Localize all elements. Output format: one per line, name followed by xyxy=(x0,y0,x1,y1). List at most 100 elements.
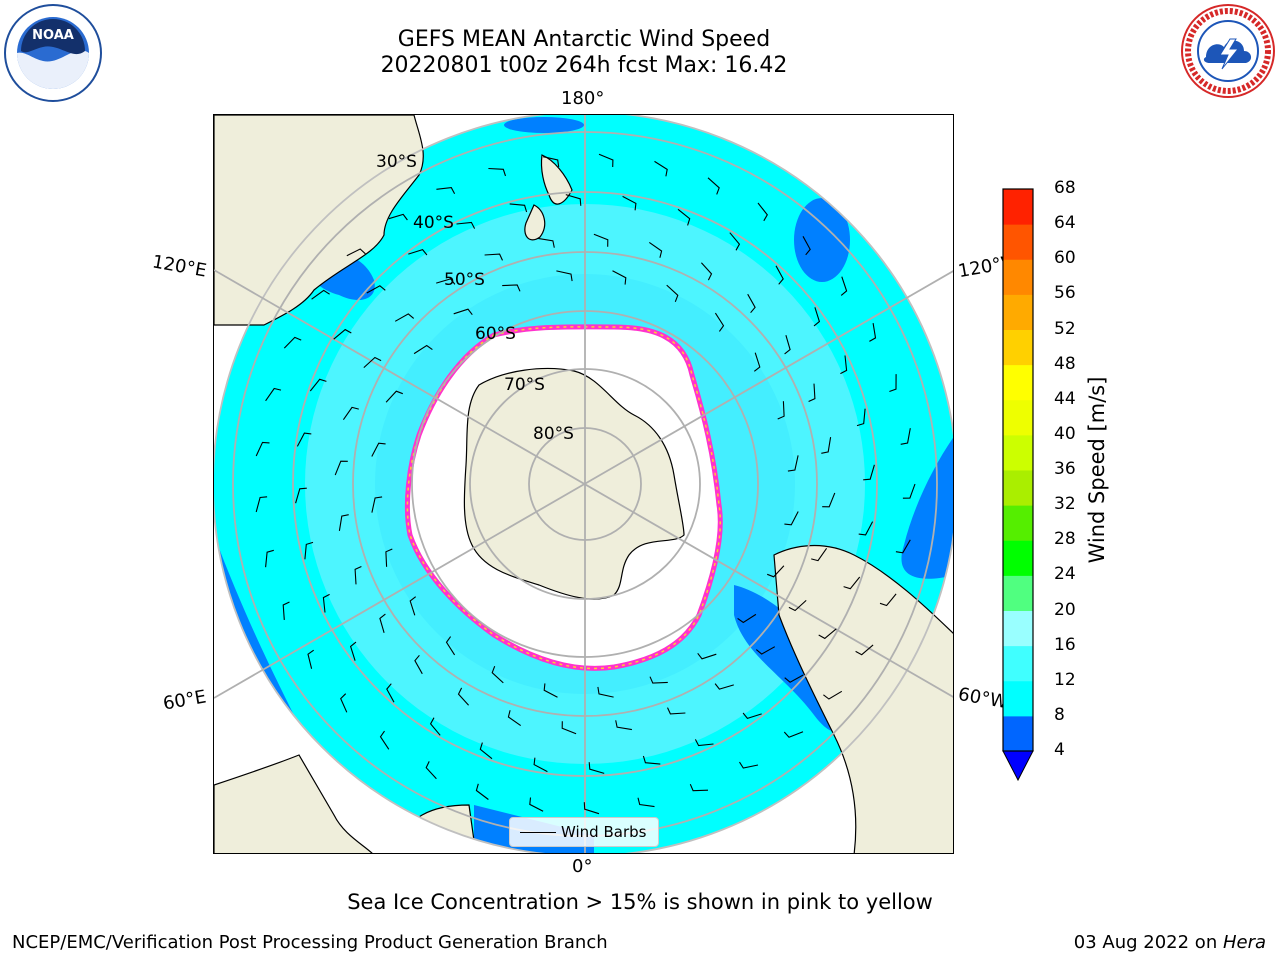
colorbar-segment xyxy=(1003,645,1033,682)
wind-barb xyxy=(533,757,548,773)
footer-left: NCEP/EMC/Verification Post Processing Pr… xyxy=(12,932,608,953)
wind-barb xyxy=(349,641,357,661)
wind-barb xyxy=(556,270,573,282)
wind-barb xyxy=(386,683,395,703)
lat-label-80s: 80°S xyxy=(533,424,574,444)
wind-barb xyxy=(296,432,312,447)
wind-barb xyxy=(822,492,836,508)
wind-barb xyxy=(802,236,811,256)
wind-barb xyxy=(379,730,390,750)
wind-barb xyxy=(385,548,393,567)
wind-barb xyxy=(729,232,741,251)
wind-barb xyxy=(457,687,470,706)
wind-barb xyxy=(775,265,784,285)
wind-barb xyxy=(840,355,848,375)
footer-right: 03 Aug 2022 on Hera xyxy=(1074,932,1266,953)
colorbar-tick-label: 16 xyxy=(1054,634,1076,655)
wind-barb xyxy=(714,312,725,332)
wind-barb xyxy=(453,308,473,316)
wind-barb xyxy=(777,401,785,420)
polar-map xyxy=(214,115,953,853)
wind-barb xyxy=(445,636,456,656)
wind-barb xyxy=(753,352,761,372)
wind-barb xyxy=(889,374,897,393)
lon-label-180: 180° xyxy=(561,88,605,109)
wind-barb xyxy=(654,160,668,177)
nws-logo xyxy=(1181,4,1275,98)
wind-barb xyxy=(255,441,270,457)
wind-barb xyxy=(283,336,302,349)
noaa-logo-text: NOAA xyxy=(32,28,74,43)
colorbar-tick-label: 64 xyxy=(1054,213,1076,234)
wind-barb xyxy=(869,323,877,342)
wind-barb xyxy=(304,541,314,560)
wind-barb xyxy=(648,241,663,258)
wind-barb xyxy=(583,802,600,815)
wind-barb xyxy=(694,739,714,747)
colorbar-segment xyxy=(1003,715,1033,752)
colorbar-tick-label: 60 xyxy=(1054,248,1076,269)
wind-barb xyxy=(666,284,679,302)
colorbar-tick-label: 40 xyxy=(1054,423,1076,444)
wind-barb xyxy=(895,539,911,554)
colorbar-segment xyxy=(1003,329,1033,366)
wind-barb xyxy=(394,313,415,322)
wind-barb xyxy=(340,693,348,713)
wind-barb xyxy=(309,378,327,392)
wind-barb xyxy=(542,156,560,167)
legend-label: Wind Barbs xyxy=(561,823,647,841)
wind-barb xyxy=(475,783,489,800)
lat-label-40s: 40°S xyxy=(413,213,454,233)
wind-barb xyxy=(843,576,861,590)
wind-barb xyxy=(538,237,555,248)
footer-date: 03 Aug 2022 on xyxy=(1073,932,1223,953)
wind-barb xyxy=(783,731,804,738)
colorbar-tick-label: 32 xyxy=(1054,494,1076,515)
legend-line-icon xyxy=(520,832,556,833)
wind-barb xyxy=(565,194,582,206)
colorbar-tick-label: 68 xyxy=(1054,178,1076,198)
wind-barb xyxy=(307,649,315,669)
colorbar-segment xyxy=(1003,189,1033,225)
lon-label-120e: 120°E xyxy=(150,251,209,282)
wind-barb xyxy=(265,549,274,568)
graticule xyxy=(214,115,953,853)
wind-barb xyxy=(742,712,762,720)
map-caption: Sea Ice Concentration > 15% is shown in … xyxy=(347,890,933,914)
antarctica xyxy=(463,367,685,600)
colorbar-tick-label: 4 xyxy=(1054,740,1065,760)
wind-barb xyxy=(757,202,768,222)
wind-barb xyxy=(255,496,268,513)
colorbar-segment xyxy=(1003,294,1033,330)
wind-barb xyxy=(784,335,791,355)
wind-barb xyxy=(788,599,807,612)
colorbar-tick-label: 8 xyxy=(1054,704,1065,725)
sea-ice-edge-yellow xyxy=(406,326,722,670)
noaa-logo: NOAA xyxy=(4,4,102,102)
wind-barb xyxy=(385,390,403,403)
colorbar-tick-label: 20 xyxy=(1054,599,1076,620)
colorbar-segment xyxy=(1003,575,1033,611)
wind-barb xyxy=(667,707,686,715)
wind-barb xyxy=(371,496,383,513)
wind-barb xyxy=(593,233,609,247)
wind-barb xyxy=(413,344,433,355)
wind-barb xyxy=(379,613,386,633)
wind-barb xyxy=(755,646,776,655)
colorbar-tick-label: 12 xyxy=(1054,669,1076,690)
map-legend: Wind Barbs xyxy=(509,817,659,847)
wind-barb xyxy=(371,442,386,457)
wind-barb xyxy=(879,593,897,607)
wind-barb xyxy=(597,686,614,698)
wind-barb xyxy=(649,676,668,684)
wind-barb xyxy=(425,761,437,780)
wind-barb xyxy=(784,511,799,526)
wind-barb xyxy=(813,307,821,327)
wind-barb xyxy=(488,167,507,177)
wind-barb xyxy=(739,761,759,769)
colorbar-tick-label: 52 xyxy=(1054,318,1076,339)
wind-barb xyxy=(338,514,349,531)
lon-label-0: 0° xyxy=(572,856,593,877)
colorbar-tick-label: 44 xyxy=(1054,388,1076,409)
colorbar-tick-label: 36 xyxy=(1054,459,1076,479)
